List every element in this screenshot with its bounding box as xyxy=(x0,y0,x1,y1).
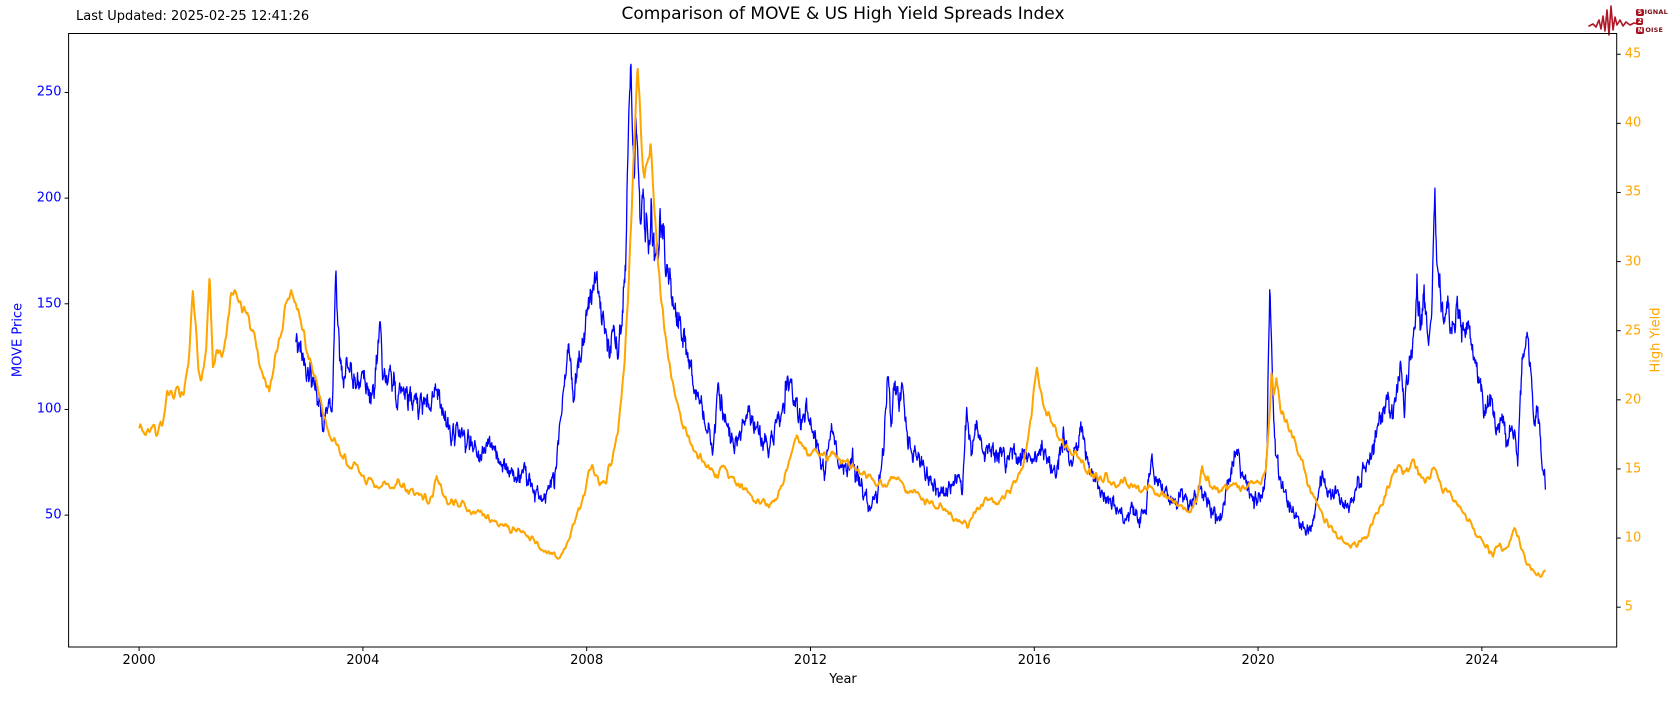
right-y-tick-label: 20 xyxy=(1624,392,1642,408)
x-tick-label: 2004 xyxy=(346,653,380,668)
logo-badge-n: N xyxy=(1636,26,1645,34)
x-tick-label: 2008 xyxy=(570,653,604,668)
chart-title: Comparison of MOVE & US High Yield Sprea… xyxy=(621,4,1065,24)
heartbeat-waveform-icon xyxy=(1588,5,1640,36)
left-y-tick-label: 250 xyxy=(36,84,62,100)
logo-badge-s: S xyxy=(1636,8,1644,16)
series-line-high-yield xyxy=(138,67,1547,578)
last-updated-text: Last Updated: 2025-02-25 12:41:26 xyxy=(76,9,310,24)
x-tick-label: 2020 xyxy=(1241,653,1275,668)
left-y-tick-label: 50 xyxy=(45,507,62,523)
logo-word-ignal: IGNAL xyxy=(1644,8,1668,16)
left-y-tick-label: 100 xyxy=(36,401,62,417)
right-y-tick-label: 35 xyxy=(1624,184,1642,200)
right-y-tick-label: 10 xyxy=(1624,530,1642,546)
signal2noise-logo: S IGNAL 2 N OISE xyxy=(1588,2,1668,40)
left-y-tick-label: 200 xyxy=(36,190,62,206)
series-line-move xyxy=(295,63,1547,536)
right-y-tick-label: 40 xyxy=(1624,115,1642,131)
x-tick-label: 2000 xyxy=(122,653,156,668)
plot-border xyxy=(68,33,1618,648)
logo-word-oise: OISE xyxy=(1645,26,1664,34)
x-axis-label: Year xyxy=(829,672,857,687)
x-tick-label: 2012 xyxy=(793,653,828,668)
right-y-tick-label: 5 xyxy=(1624,599,1633,615)
logo-badge-2: 2 xyxy=(1636,17,1644,25)
x-tick-label: 2024 xyxy=(1465,653,1499,668)
right-y-tick-label: 30 xyxy=(1624,254,1642,270)
logo-text: S IGNAL 2 N OISE xyxy=(1636,8,1668,35)
right-y-tick-label: 45 xyxy=(1624,46,1642,62)
right-y-tick-label: 25 xyxy=(1624,323,1642,339)
right-y-tick-label: 15 xyxy=(1624,461,1642,477)
x-tick-label: 2016 xyxy=(1017,653,1051,668)
left-y-tick-label: 150 xyxy=(36,296,62,312)
